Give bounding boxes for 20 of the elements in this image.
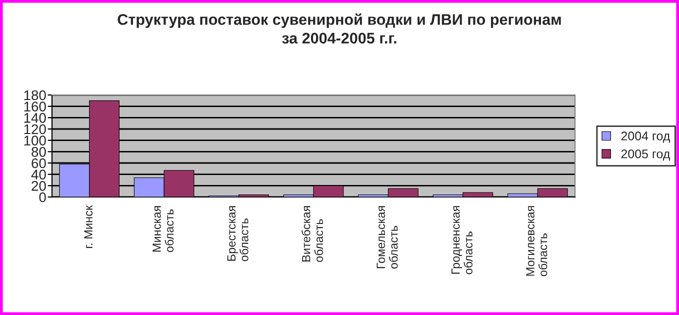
y-tick-label: 0 <box>39 192 46 202</box>
y-tick-label: 40 <box>31 170 46 180</box>
x-tick-label: г. Минск <box>84 205 93 248</box>
y-tick-label: 180 <box>24 90 46 100</box>
y-tick-label: 160 <box>24 102 46 112</box>
y-tick-label: 20 <box>32 181 46 191</box>
chart-title: Структура поставок сувенирной водки и ЛВИ по регионам за 2004-2005 г.г. <box>118 13 561 44</box>
x-tick-label: Могилевская область <box>526 206 548 276</box>
y-tick-label: 120 <box>24 124 46 134</box>
y-tick-label: 140 <box>24 113 46 123</box>
x-tick-label: Брестская область <box>227 206 248 262</box>
x-tick-label: Гомельская область <box>376 206 398 269</box>
legend-label: 2005 год <box>621 149 670 161</box>
x-tick-label: Минская область <box>152 206 174 252</box>
y-tick-label: 60 <box>32 158 46 168</box>
y-tick-label: 100 <box>24 136 46 146</box>
y-tick-label: 80 <box>32 147 46 157</box>
x-tick-label: Витебская область <box>302 206 324 262</box>
legend-label: 2004 год <box>621 132 670 143</box>
x-tick-label: Гродненская область <box>451 206 472 274</box>
